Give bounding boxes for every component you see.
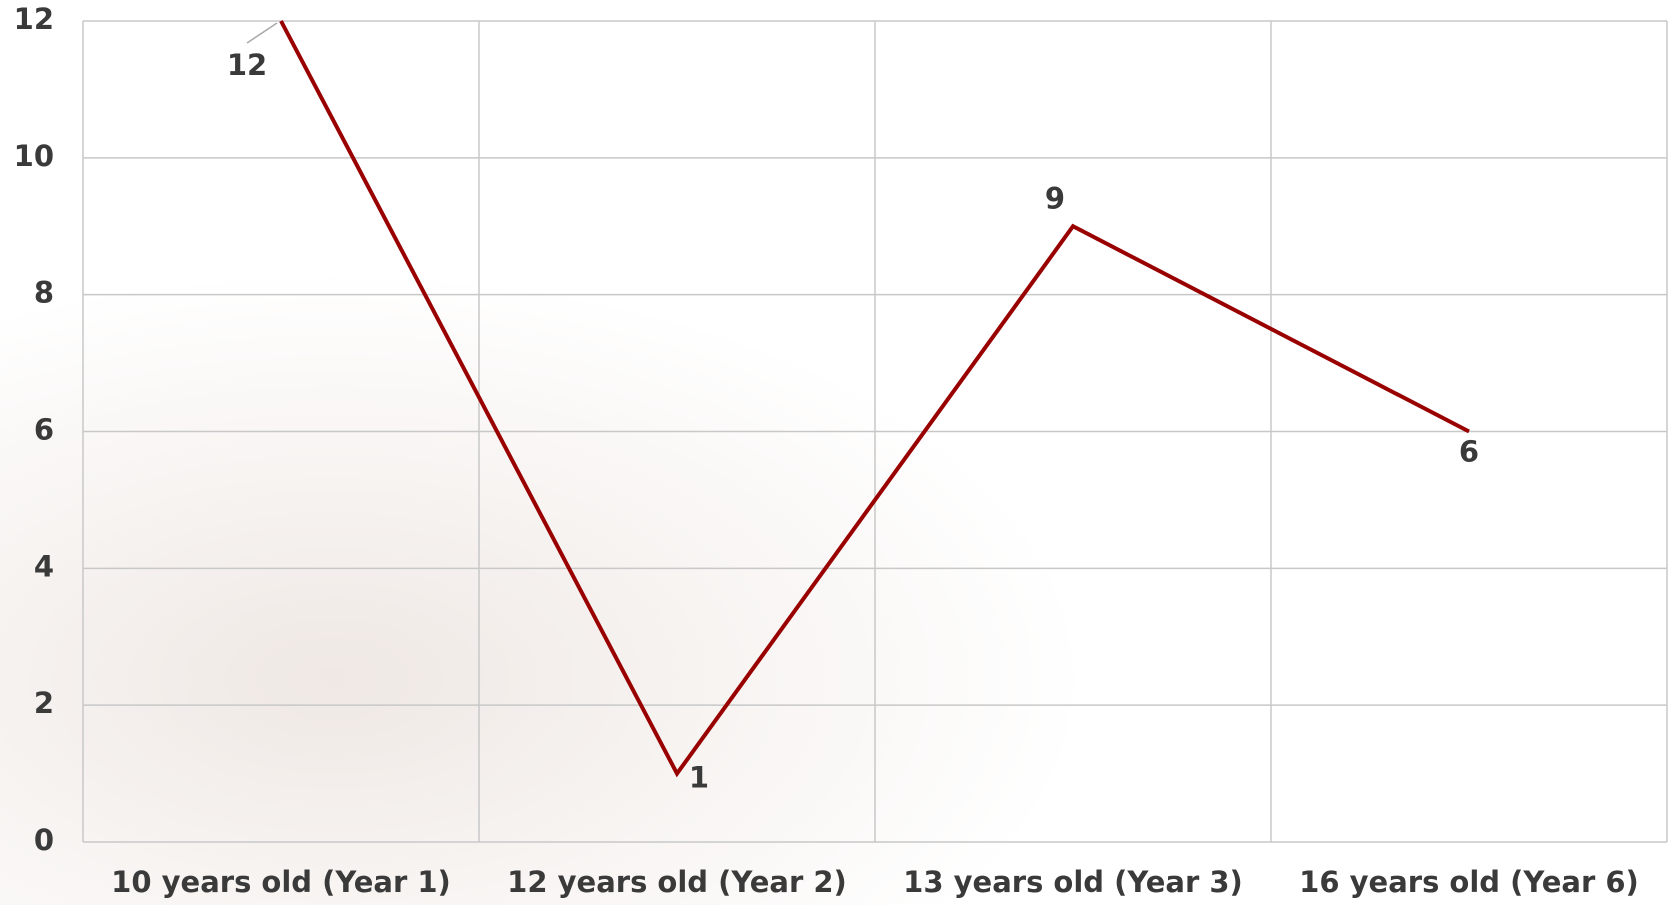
y-tick-label: 12 — [14, 2, 54, 36]
data-label: 12 — [227, 48, 267, 82]
x-tick-label: 12 years old (Year 2) — [507, 865, 847, 899]
data-label: 6 — [1459, 435, 1479, 469]
data-label: 9 — [1045, 181, 1065, 215]
y-tick-label: 10 — [14, 139, 54, 173]
y-tick-label: 6 — [34, 413, 54, 447]
leader-line — [246, 22, 278, 44]
y-tick-label: 2 — [34, 686, 54, 720]
data-label: 1 — [689, 761, 709, 795]
y-tick-label: 4 — [34, 549, 54, 583]
y-tick-label: 0 — [34, 823, 54, 857]
y-tick-label: 8 — [34, 276, 54, 310]
x-tick-label: 10 years old (Year 1) — [111, 865, 451, 899]
x-tick-label: 13 years old (Year 3) — [903, 865, 1243, 899]
line — [279, 20, 1470, 778]
x-tick-label: 16 years old (Year 6) — [1299, 865, 1639, 899]
